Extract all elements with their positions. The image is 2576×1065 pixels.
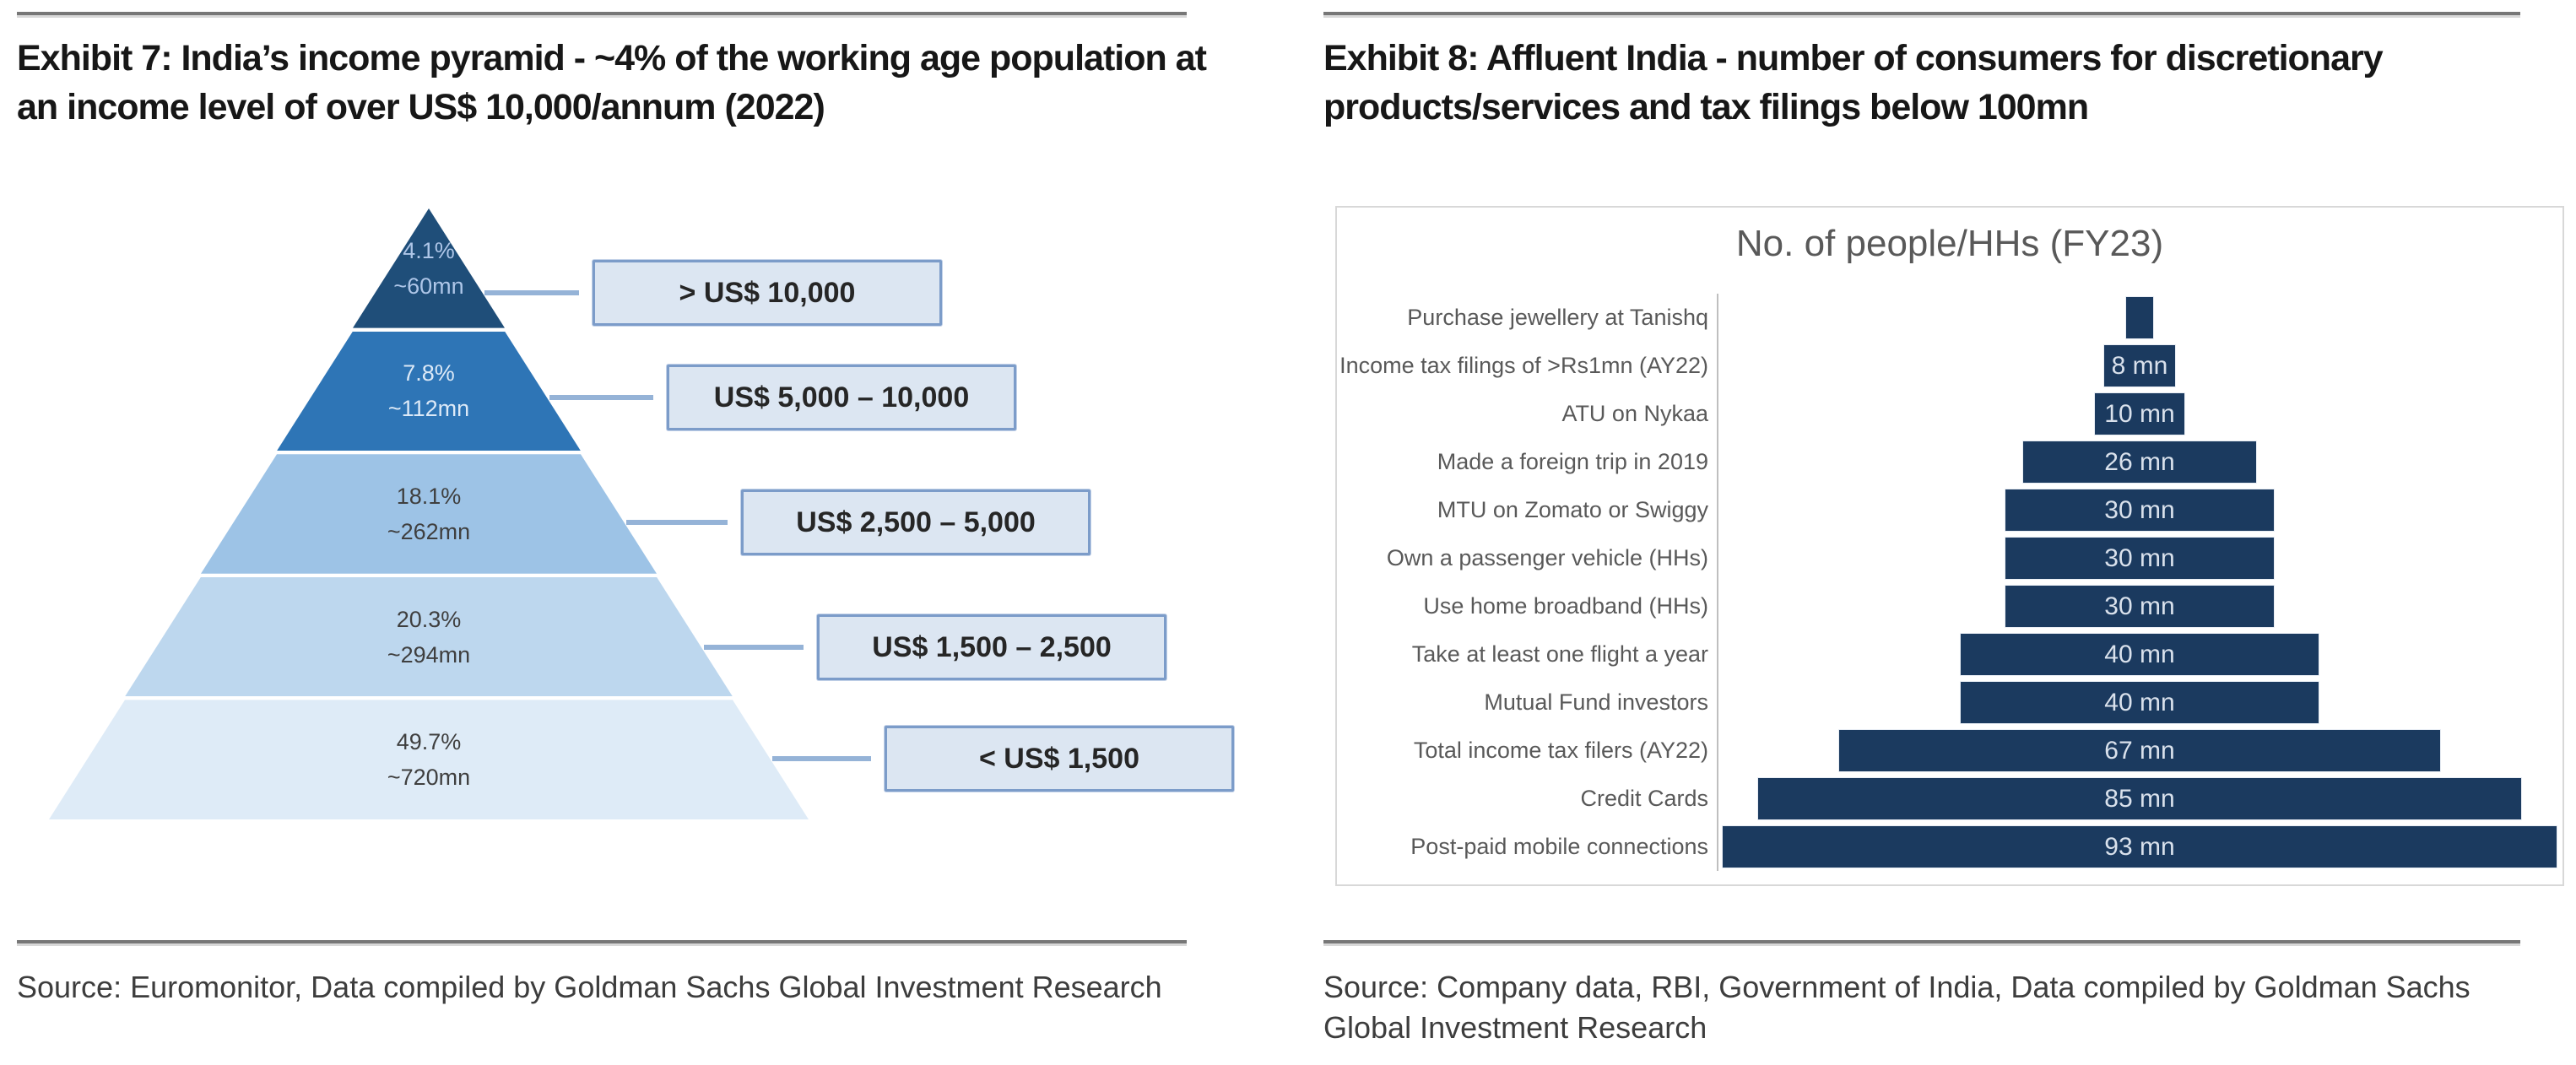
bar-value-label: 40 mn	[2104, 640, 2175, 668]
category-label-7: Use home broadband (HHs)	[1423, 593, 1708, 619]
bar-7: 30 mn	[2005, 586, 2275, 627]
bar-9: 40 mn	[1960, 682, 2319, 723]
income-range-callout-5: < US$ 1,500	[885, 726, 1234, 792]
category-label-4: Made a foreign trip in 2019	[1437, 449, 1708, 474]
category-axis-line	[1717, 294, 1718, 871]
income-range-callout-2: US$ 5,000 – 10,000	[667, 365, 1016, 430]
bar-chart-title: No. of people/HHs (FY23)	[1735, 223, 2164, 264]
bar-6: 30 mn	[2005, 538, 2275, 579]
callout-connector-5	[772, 756, 871, 761]
exhibit-8-source: Source: Company data, RBI, Government of…	[1323, 970, 2470, 1045]
bar-value-label: 30 mn	[2104, 543, 2175, 572]
bar-row-7: 30 mn	[1720, 582, 2559, 630]
bar-row-5: 30 mn	[1720, 486, 2559, 534]
exhibit-8-title: Exhibit 8: Affluent India - number of co…	[1323, 38, 2384, 127]
bar-5: 30 mn	[2005, 489, 2275, 531]
category-label-11: Credit Cards	[1580, 786, 1708, 811]
bar-row-2: 8 mn	[1720, 342, 2559, 390]
exhibit-8-panel: Exhibit 8: Affluent India - number of co…	[1288, 0, 2576, 1065]
bar-row-1	[1720, 294, 2559, 342]
bar-row-8: 40 mn	[1720, 630, 2559, 678]
exhibit-7-panel: Exhibit 7: India’s income pyramid - ~4% …	[17, 12, 1234, 1004]
income-range-callout-4: US$ 1,500 – 2,500	[817, 614, 1166, 680]
bar-12: 93 mn	[1722, 826, 2557, 868]
pyramid-tier-2	[277, 331, 581, 451]
bar-value-label: 85 mn	[2104, 784, 2175, 813]
category-label-5: MTU on Zomato or Swiggy	[1437, 497, 1708, 522]
bar-2: 8 mn	[2103, 345, 2176, 387]
bar-value-label: 93 mn	[2104, 832, 2175, 861]
callout-connector-1	[484, 290, 579, 295]
exhibit-7-title: Exhibit 7: India’s income pyramid - ~4% …	[17, 38, 1207, 127]
top-divider-right	[1323, 12, 2520, 15]
bar-row-9: 40 mn	[1720, 678, 2559, 727]
callout-connector-2	[549, 395, 653, 400]
top-divider-left	[17, 12, 1187, 15]
pyramid-tier-4	[125, 576, 733, 697]
bar-value-label: 30 mn	[2104, 592, 2175, 620]
exhibit-7-source: Source: Euromonitor, Data compiled by Go…	[17, 970, 1162, 1004]
callout-connector-3	[626, 520, 728, 525]
bar-value-label: 30 mn	[2104, 495, 2175, 524]
category-label-1: Purchase jewellery at Tanishq	[1407, 305, 1708, 330]
bar-10: 67 mn	[1839, 730, 2440, 771]
bar-11: 85 mn	[1758, 778, 2521, 819]
pyramid-tier-5	[49, 700, 809, 819]
callout-connector-4	[703, 645, 804, 650]
bar-value-label: 40 mn	[2104, 688, 2175, 716]
income-range-callout-1: > US$ 10,000	[593, 260, 942, 326]
bar-value-label: 8 mn	[2111, 351, 2168, 380]
bar-value-label: 26 mn	[2104, 447, 2175, 476]
bar-row-12: 93 mn	[1720, 823, 2559, 871]
bar-value-label: 10 mn	[2104, 399, 2175, 428]
bar-3: 10 mn	[2094, 393, 2185, 435]
bottom-divider-right	[1323, 940, 2520, 943]
bar-row-6: 30 mn	[1720, 534, 2559, 582]
pyramid-tier-3	[201, 454, 657, 574]
bar-1	[2126, 297, 2153, 338]
bar-8: 40 mn	[1960, 634, 2319, 675]
category-axis-labels: Purchase jewellery at Tanishq Income tax …	[1337, 294, 1708, 871]
bar-row-10: 67 mn	[1720, 727, 2559, 775]
bar-plot-area: 8 mn 10 mn 26 mn 30 mn 30 mn 30 mn 40 mn 40 mn 6…	[1720, 294, 2559, 871]
bar-row-11: 85 mn	[1720, 775, 2559, 823]
pyramid-tier-1	[353, 208, 505, 328]
income-range-callout-3: US$ 2,500 – 5,000	[741, 489, 1090, 555]
category-label-3: ATU on Nykaa	[1561, 401, 1708, 426]
bar-row-3: 10 mn	[1720, 390, 2559, 438]
bottom-divider-left	[17, 940, 1187, 943]
category-label-12: Post-paid mobile connections	[1410, 834, 1708, 859]
category-label-10: Total income tax filers (AY22)	[1413, 738, 1708, 763]
category-label-6: Own a passenger vehicle (HHs)	[1386, 545, 1708, 570]
bar-chart-container: No. of people/HHs (FY23) Purchase jewell…	[1335, 206, 2564, 886]
bar-4: 26 mn	[2022, 441, 2257, 483]
bar-row-4: 26 mn	[1720, 438, 2559, 486]
category-label-8: Take at least one flight a year	[1411, 641, 1708, 667]
category-label-9: Mutual Fund investors	[1484, 689, 1708, 715]
category-label-2: Income tax filings of >Rs1mn (AY22)	[1339, 353, 1708, 378]
bar-value-label: 67 mn	[2104, 736, 2175, 765]
